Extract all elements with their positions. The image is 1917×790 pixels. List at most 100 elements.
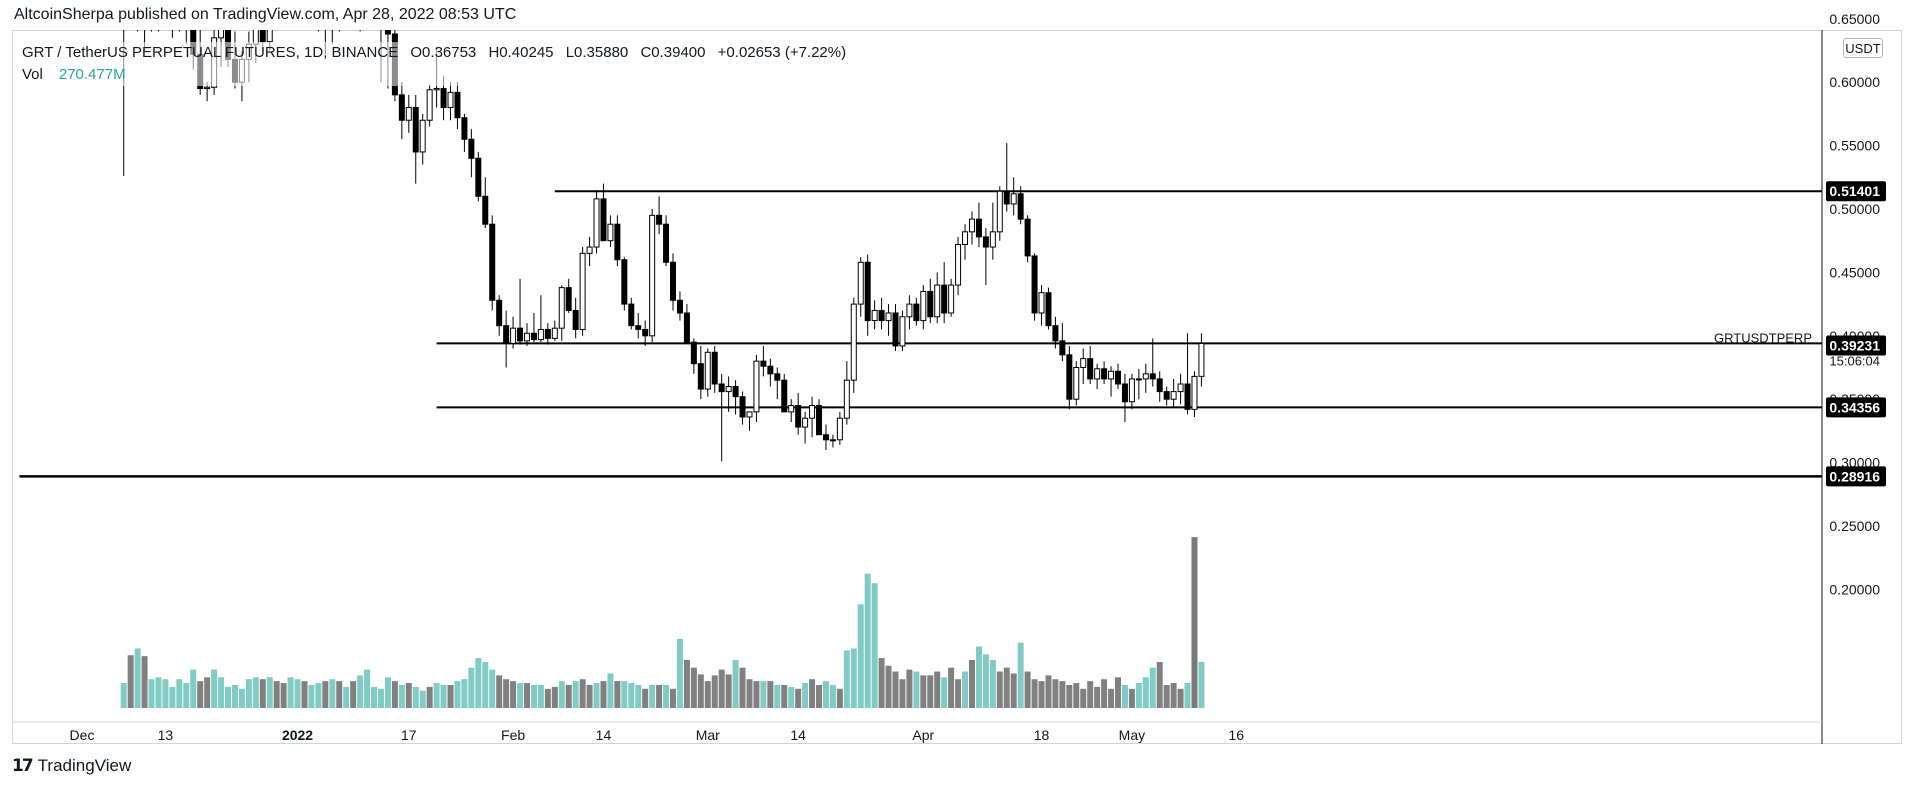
- volume-bar: [829, 684, 836, 708]
- candle-body: [433, 88, 440, 91]
- candle-body: [788, 405, 795, 413]
- price-label-text: 0.39231: [1829, 338, 1880, 354]
- x-tick-label: Dec: [70, 727, 95, 743]
- candle-body: [1142, 373, 1149, 380]
- volume-bar: [1080, 688, 1087, 708]
- candle-body: [906, 303, 913, 318]
- volume-bar: [725, 674, 732, 708]
- candle-body: [1017, 193, 1024, 220]
- candle-body: [927, 290, 934, 318]
- volume-bar: [322, 681, 329, 708]
- x-tick-label: Apr: [912, 727, 934, 743]
- volume-bar: [308, 684, 315, 708]
- candle-body: [996, 190, 1003, 233]
- volume-bar: [1024, 671, 1031, 708]
- x-tick-label: 2022: [282, 727, 313, 743]
- volume-bar: [301, 681, 308, 708]
- candle-body: [586, 246, 593, 254]
- candle-body: [156, 4, 161, 7]
- candle-body: [878, 309, 885, 322]
- candle-body: [1003, 190, 1010, 205]
- candle-body: [1114, 370, 1121, 385]
- candle-body: [149, 0, 154, 4]
- volume-bar: [628, 683, 635, 708]
- volume-bar: [245, 679, 252, 708]
- publisher-attribution: AltcoinSherpa published on TradingView.c…: [14, 6, 517, 23]
- volume-bar: [190, 669, 197, 708]
- volume-bar: [162, 679, 169, 708]
- volume-bar: [697, 674, 704, 708]
- volume-bar: [489, 669, 496, 708]
- volume-bar: [468, 667, 475, 708]
- volume-bar: [579, 679, 586, 708]
- candle-body: [537, 328, 544, 341]
- candle-body: [558, 287, 565, 329]
- volume-bar: [398, 684, 405, 708]
- candle-body: [934, 284, 941, 318]
- volume-bar: [1198, 661, 1205, 708]
- volume-bar: [197, 681, 204, 708]
- legend-close: C0.39400: [640, 44, 706, 61]
- volume-bar: [676, 638, 683, 708]
- candle-body: [218, 30, 225, 39]
- volume-bar: [1073, 683, 1080, 708]
- candle-body: [725, 386, 732, 393]
- volume-bar: [586, 684, 593, 708]
- legend-volume-label[interactable]: Vol: [22, 66, 43, 83]
- candle-body: [739, 396, 746, 418]
- candle-body: [384, 30, 391, 35]
- volume-bar: [1177, 688, 1184, 708]
- tradingview-footer[interactable]: 17 TradingView: [12, 756, 131, 776]
- volume-bar: [377, 688, 384, 708]
- legend-symbol[interactable]: GRT / TetherUS PERPETUAL FUTURES, 1D, BI…: [22, 44, 399, 61]
- volume-bar: [621, 681, 628, 708]
- legend-open: O0.36753: [410, 44, 477, 61]
- volume-bar: [371, 686, 378, 708]
- price-label-box: [1826, 181, 1886, 202]
- volume-bar: [871, 583, 878, 708]
- candle-body: [802, 417, 809, 428]
- volume-bar: [211, 669, 218, 708]
- volume-bar: [885, 665, 892, 708]
- x-tick-label: May: [1119, 727, 1145, 743]
- volume-bar: [280, 683, 287, 708]
- candle-body: [962, 231, 969, 246]
- legend-symbol-row: GRT / TetherUS PERPETUAL FUTURES, 1D, BI…: [22, 42, 854, 64]
- candle-body: [468, 138, 475, 159]
- candle-body: [593, 198, 600, 248]
- volume-bar: [565, 684, 572, 708]
- volume-bar: [558, 681, 565, 708]
- candle-body: [857, 261, 864, 305]
- volume-bar: [1087, 681, 1094, 708]
- candle-body: [1108, 370, 1115, 380]
- volume-bar: [802, 683, 809, 708]
- volume-bar: [767, 681, 774, 708]
- candle-body: [989, 231, 996, 248]
- candle-body: [864, 261, 871, 322]
- volume-bar: [670, 688, 677, 708]
- candle-body: [252, 30, 259, 45]
- x-tick-label: 16: [1228, 727, 1244, 743]
- candle-body: [1066, 354, 1073, 400]
- candle-body: [517, 327, 524, 342]
- candle-body: [530, 332, 537, 341]
- candle-body: [266, 30, 273, 43]
- candle-body: [670, 261, 677, 301]
- series-name-label: GRTUSDTPERP: [1714, 330, 1812, 345]
- candle-body: [1038, 292, 1045, 314]
- candle-body: [607, 223, 614, 242]
- candle-body: [635, 325, 642, 330]
- legend-low: L0.35880: [565, 44, 629, 61]
- volume-bar: [836, 688, 843, 708]
- candle-body: [753, 360, 760, 413]
- volume-bar: [1031, 679, 1038, 708]
- y-tick-label: 0.20000: [1829, 581, 1880, 597]
- y-tick-label: 0.25000: [1829, 518, 1880, 534]
- candle-body: [941, 284, 948, 314]
- candle-body: [683, 312, 690, 343]
- candle-body: [419, 119, 426, 153]
- volume-bar: [600, 681, 607, 708]
- candle-body: [475, 157, 482, 197]
- currency-button[interactable]: USDT: [1843, 38, 1883, 58]
